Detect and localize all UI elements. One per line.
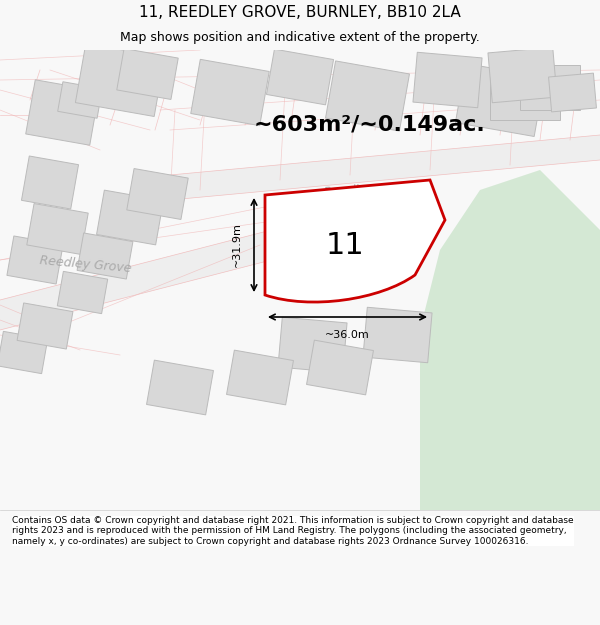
Polygon shape [410,510,550,580]
Polygon shape [146,360,214,415]
Text: ~603m²/~0.149ac.: ~603m²/~0.149ac. [254,115,486,135]
Polygon shape [26,80,99,145]
Polygon shape [117,49,178,99]
Polygon shape [7,236,63,284]
Polygon shape [58,271,107,314]
Polygon shape [127,169,188,219]
Polygon shape [0,331,47,374]
Text: Contains OS data © Crown copyright and database right 2021. This information is : Contains OS data © Crown copyright and d… [12,516,574,546]
Polygon shape [455,64,545,136]
Polygon shape [97,190,163,245]
Polygon shape [307,340,373,395]
Polygon shape [488,48,557,102]
Polygon shape [22,156,79,209]
Polygon shape [278,318,347,372]
Text: 11, REEDLEY GROVE, BURNLEY, BB10 2LA: 11, REEDLEY GROVE, BURNLEY, BB10 2LA [139,5,461,20]
Polygon shape [363,308,432,362]
Polygon shape [17,303,73,349]
Polygon shape [58,82,103,118]
Polygon shape [0,220,310,330]
Polygon shape [520,65,580,110]
Polygon shape [266,49,334,105]
PathPatch shape [265,180,445,302]
Polygon shape [191,59,269,126]
Polygon shape [170,135,600,200]
Text: Map shows position and indicative extent of the property.: Map shows position and indicative extent… [120,31,480,44]
Text: Reedley Grove: Reedley Grove [38,254,131,276]
Polygon shape [76,44,164,116]
Polygon shape [27,204,88,254]
Polygon shape [77,233,133,279]
Polygon shape [326,61,409,131]
Polygon shape [420,170,600,510]
Polygon shape [490,65,560,120]
Text: ~36.0m: ~36.0m [325,330,370,340]
Polygon shape [548,73,596,112]
Text: ~31.9m: ~31.9m [232,222,242,268]
Text: Reedley Grove: Reedley Grove [323,181,416,199]
Polygon shape [413,52,482,107]
Polygon shape [227,350,293,405]
Text: 11: 11 [326,231,364,259]
